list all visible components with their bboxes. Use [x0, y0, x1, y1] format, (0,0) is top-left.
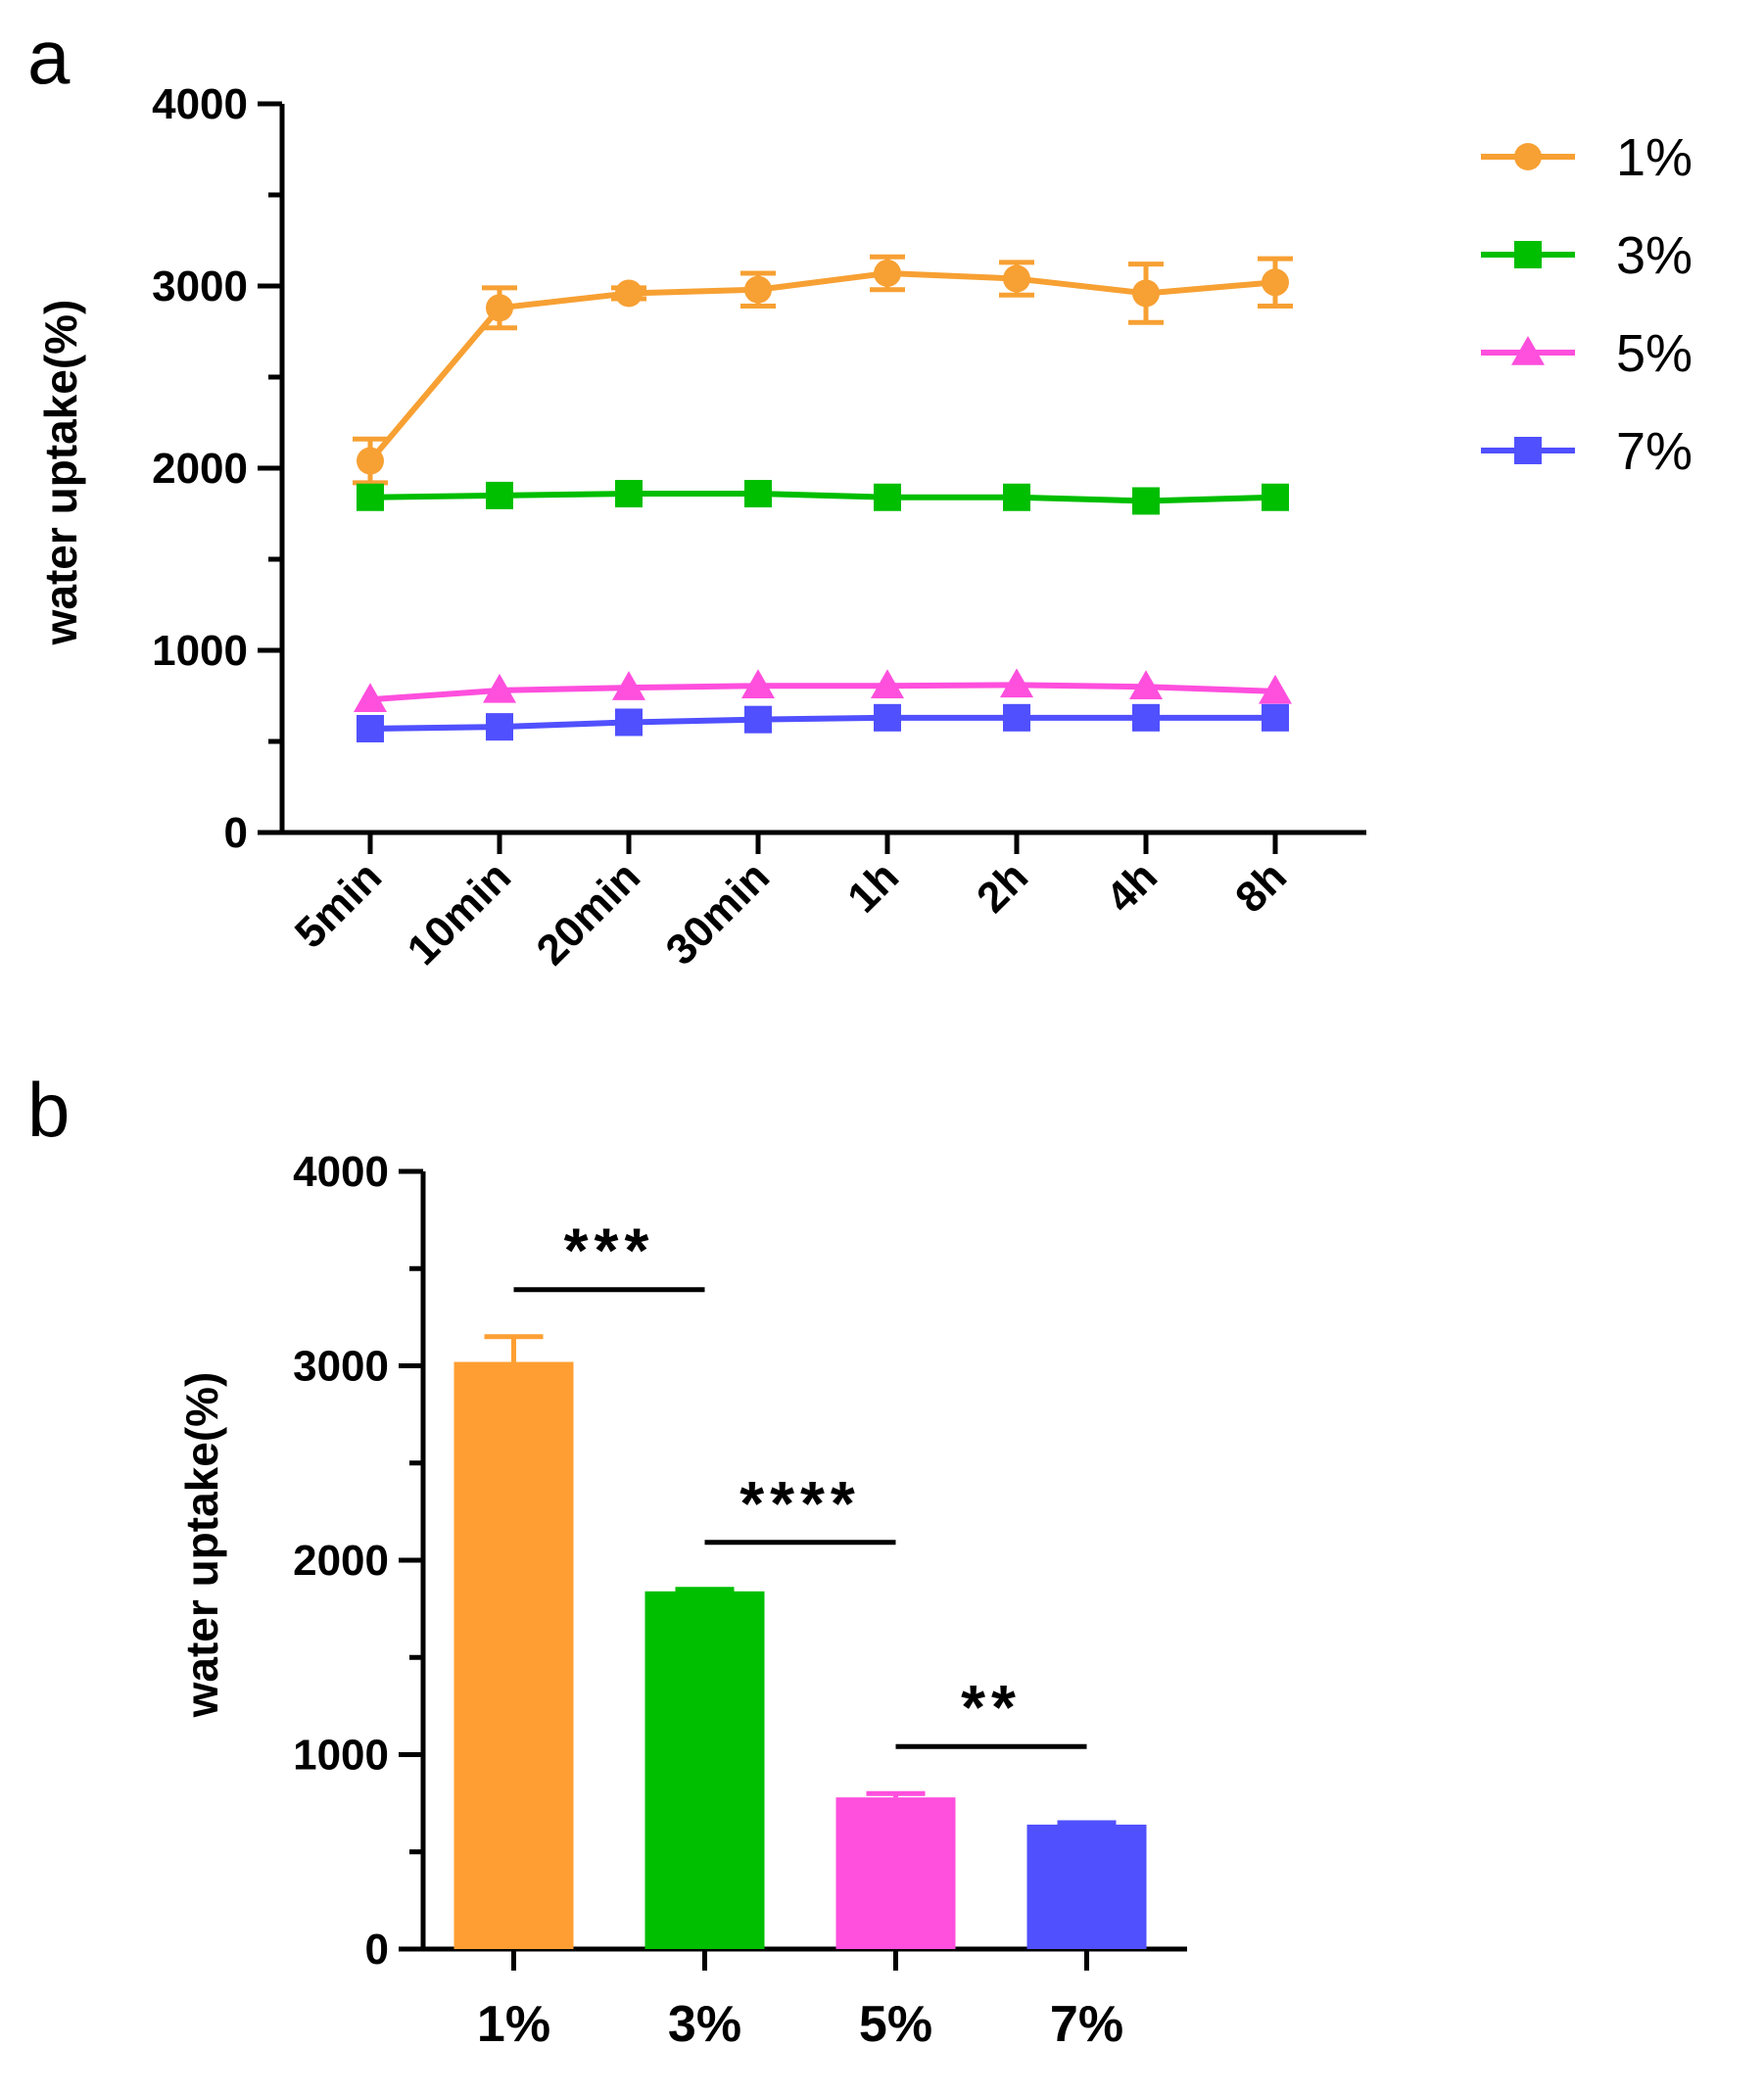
panel-a-y-tick-label: 0 — [224, 809, 248, 857]
panel-a-data-point — [486, 294, 513, 322]
panel-a-series-4 — [357, 703, 1289, 742]
panel-a-data-point — [1262, 268, 1289, 297]
panel-b-letter: b — [27, 1067, 70, 1153]
panel-a-data-point — [1132, 703, 1160, 732]
panel-a-axes — [258, 101, 1366, 854]
panel-a-data-point — [871, 669, 904, 699]
panel-b-significance-label: ** — [961, 1672, 1022, 1742]
panel-b-y-tick-label: 3000 — [293, 1343, 389, 1391]
panel-a-data-point — [354, 683, 387, 712]
panel-a-y-tick-label: 4000 — [152, 80, 248, 128]
panel-a-series-line — [367, 269, 1276, 463]
panel-a-data-point — [612, 671, 645, 700]
panel-a-data-point — [741, 669, 775, 699]
panel-a-data-point — [486, 713, 513, 741]
panel-b-x-tick-label: 7% — [1050, 1996, 1123, 2053]
panel-a-x-tick-labels: 5min 10min 20min 30min 1h 2h 4h 8h — [286, 852, 1296, 975]
panel-a-series-line — [369, 491, 1276, 504]
panel-a-data-point — [486, 481, 513, 509]
panel-a-legend: 1% 3% 5% 7% — [1481, 128, 1692, 481]
panel-a-data-point — [1132, 279, 1160, 308]
panel-a-data-point — [1003, 703, 1030, 732]
panel-a-data-point — [1262, 483, 1289, 511]
panel-a-letter: a — [27, 14, 71, 100]
panel-a-series-line — [369, 682, 1276, 703]
panel-b-bar-chart: b water uptake(%) 0 1000 2000 3000 4000 1% 3%… — [27, 1067, 1187, 2053]
panel-a-legend-label: 1% — [1616, 128, 1692, 187]
panel-a-data-point — [615, 708, 643, 737]
panel-a-x-tick-label: 30min — [656, 852, 779, 975]
panel-b-y-tick-label: 1000 — [293, 1732, 389, 1780]
panel-a-data-point — [1003, 483, 1030, 511]
panel-a-data-point — [1129, 670, 1163, 699]
panel-b-y-tick-labels: 0 1000 2000 3000 4000 — [293, 1148, 389, 1974]
panel-a-x-tick-label: 4h — [1097, 852, 1167, 922]
panel-a-data-point — [1000, 668, 1033, 698]
panel-b-significance-label: **** — [739, 1468, 861, 1539]
panel-a-data-point — [615, 279, 643, 308]
panel-a-line-chart: a water uptake(%) 0 1000 2000 3000 4000 5min… — [27, 14, 1692, 975]
panel-b-y-tick-label: 2000 — [293, 1537, 389, 1585]
panel-b-x-tick-label: 5% — [859, 1996, 932, 2053]
panel-b-y-axis-label: water uptake(%) — [176, 1372, 227, 1719]
panel-a-data-point — [744, 275, 772, 304]
panel-b-x-tick-label: 1% — [477, 1996, 550, 2053]
panel-a-y-tick-labels: 0 1000 2000 3000 4000 — [152, 80, 248, 857]
panel-a-x-tick-label: 5min — [286, 852, 391, 957]
panel-a-y-tick-label: 1000 — [152, 627, 248, 675]
panel-a-series-3 — [354, 668, 1292, 712]
panel-b-significance: ********* — [513, 1215, 1087, 1749]
panel-b-x-tick-labels: 1% 3% 5% 7% — [477, 1996, 1123, 2053]
panel-b-x-tick-label: 3% — [668, 1996, 741, 2053]
panel-a-data-point — [1132, 487, 1160, 515]
panel-a-y-axis-label: water uptake(%) — [35, 300, 86, 646]
panel-a-data-point — [615, 480, 643, 508]
panel-b-bar — [453, 1361, 574, 1949]
panel-a-data-point — [874, 483, 901, 511]
panel-a-data-point — [874, 259, 901, 287]
panel-a-series-line — [369, 714, 1275, 732]
panel-a-legend-label: 5% — [1616, 324, 1692, 383]
panel-a-x-tick-label: 1h — [838, 852, 908, 922]
panel-a-data-point — [483, 673, 516, 703]
panel-a-legend-marker — [1514, 143, 1542, 170]
panel-a-series-2 — [357, 480, 1289, 515]
panel-b-bar — [835, 1797, 956, 1949]
panel-b-bar — [1026, 1824, 1147, 1949]
panel-b-significance-label: *** — [564, 1215, 655, 1286]
panel-a-legend-marker — [1514, 241, 1542, 268]
panel-b-bars — [453, 1334, 1147, 1949]
panel-a-legend-marker — [1511, 336, 1545, 365]
panel-a-data-point — [357, 447, 384, 475]
panel-a-data-point — [744, 480, 772, 508]
panel-a-data-point — [1003, 264, 1030, 293]
panel-a-x-tick-label: 20min — [527, 852, 649, 975]
panel-a-y-tick-label: 2000 — [152, 445, 248, 493]
panel-a-data-point — [1259, 674, 1292, 704]
panel-a-legend-label: 7% — [1616, 422, 1692, 481]
panel-a-data-point — [1262, 703, 1289, 732]
panel-a-data-point — [357, 483, 384, 511]
panel-a-x-tick-label: 10min — [398, 852, 520, 975]
panel-a-legend-label: 3% — [1616, 226, 1692, 285]
panel-a-series — [353, 254, 1293, 742]
panel-a-data-point — [357, 714, 384, 742]
panel-a-data-point — [874, 703, 901, 732]
panel-a-x-tick-label: 8h — [1226, 852, 1296, 922]
panel-a-series-1 — [353, 254, 1293, 486]
panel-a-legend-marker — [1514, 437, 1542, 464]
panel-b-bar — [644, 1591, 765, 1949]
panel-b-y-tick-label: 0 — [365, 1926, 389, 1974]
panel-a-data-point — [744, 705, 772, 734]
panel-a-y-tick-label: 3000 — [152, 262, 248, 310]
panel-b-y-tick-label: 4000 — [293, 1148, 389, 1196]
panel-a-x-tick-label: 2h — [968, 852, 1037, 922]
